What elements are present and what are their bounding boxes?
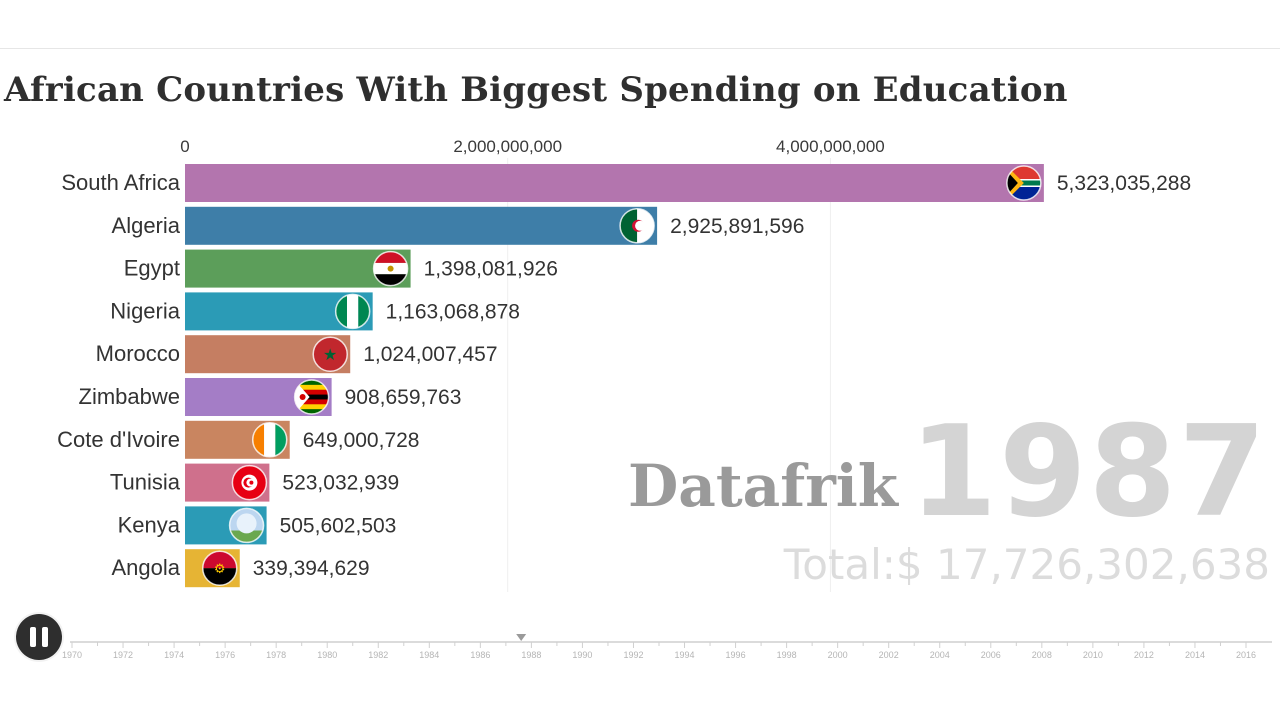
value-label: 5,323,035,288 [1057,172,1191,195]
year-label: 1987 [909,398,1268,545]
category-label: South Africa [61,170,180,195]
category-label: Tunisia [110,470,181,495]
category-label: Algeria [112,213,181,238]
timeline-year-label: 1996 [726,650,746,660]
timeline-year-label: 2016 [1236,650,1256,660]
nigeria-flag-icon [334,293,371,330]
value-label: 505,602,503 [280,514,397,537]
value-label: 1,024,007,457 [363,343,497,366]
timeline-year-label: 2008 [1032,650,1052,660]
total-label: Total:$ 17,726,302,638 [783,540,1270,589]
value-label: 1,398,081,926 [424,258,558,281]
watermark: Datafrik [628,452,898,520]
value-label: 908,659,763 [345,386,462,409]
bar [185,164,1044,202]
timeline-slider[interactable]: 1970 1972 1974 1976 1978 1980 1982 1984 1986 1988… [0,628,1280,668]
south-africa-flag-icon [1006,165,1042,201]
timeline-year-label: 2010 [1083,650,1103,660]
svg-text:★: ★ [323,347,337,364]
timeline-year-label: 2002 [879,650,899,660]
value-label: 649,000,728 [303,429,420,452]
bar-row: Tunisia 523,032,939 [110,463,399,502]
category-label: Cote d'Ivoire [57,427,180,452]
timeline-year-label: 1970 [62,650,82,660]
timeline-year-label: 2004 [930,650,950,660]
timeline-year-label: 1992 [623,650,643,660]
morocco-flag-icon: ★ [312,336,348,372]
x-tick-label: 0 [180,137,189,156]
value-label: 2,925,891,596 [670,215,804,238]
bar-chart: 0 2,000,000,000 4,000,000,000 South Africa 5… [57,137,1191,592]
top-divider [0,48,1280,49]
kenya-flag-icon [228,507,265,544]
bar [185,206,658,245]
timeline-year-label: 1978 [266,650,286,660]
timeline-year-label: 1980 [317,650,337,660]
x-tick-label: 2,000,000,000 [453,137,562,156]
category-label: Egypt [124,256,180,281]
pause-icon [30,627,48,647]
timeline-year-label: 1994 [675,650,695,660]
timeline-handle[interactable] [516,634,527,641]
timeline-year-label: 1988 [521,650,541,660]
value-label: 523,032,939 [282,472,399,495]
timeline-year-label: 1982 [368,650,388,660]
value-label: 1,163,068,878 [386,300,520,323]
category-label: Zimbabwe [79,384,180,409]
bar-row: Morocco ★ 1,024,007,457 [96,335,498,374]
value-label: 339,394,629 [253,557,370,580]
bar-row: Cote d'Ivoire 649,000,728 [57,420,420,459]
timeline-year-label: 1972 [113,650,133,660]
egypt-flag-icon [372,250,409,287]
svg-text:⚙: ⚙ [214,561,226,576]
timeline-year-label: 2012 [1134,650,1154,660]
bar-row: Nigeria 1,163,068,878 [110,292,520,331]
timeline-year-label: 2006 [981,650,1001,660]
category-label: Morocco [96,341,180,366]
tunisia-flag-icon [231,464,268,501]
angola-flag-icon: ⚙ [202,550,238,586]
bar-row: Egypt 1,398,081,926 [124,249,558,288]
bar-row: South Africa 5,323,035,288 [61,164,1191,202]
category-label: Kenya [118,512,181,537]
timeline-year-label: 1984 [419,650,439,660]
algeria-flag-icon [619,208,655,244]
category-label: Nigeria [110,298,180,323]
timeline-year-label: 1986 [470,650,490,660]
bar-row: Kenya 505,602,503 [118,506,397,545]
timeline-year-label: 1998 [777,650,797,660]
timeline-year-label: 1976 [215,650,235,660]
timeline-year-label: 2000 [828,650,848,660]
pause-button[interactable] [16,614,62,660]
timeline-year-label: 2014 [1185,650,1205,660]
bar-row: Algeria 2,925,891,596 [112,206,804,245]
cote-divoire-flag-icon [251,422,288,458]
zimbabwe-flag-icon [293,379,330,415]
timeline-year-label: 1974 [164,650,184,660]
x-tick-label: 4,000,000,000 [776,137,885,156]
bar-row: Zimbabwe 908,659,763 [79,378,462,416]
category-label: Angola [111,555,180,580]
chart-title: African Countries With Biggest Spending … [4,70,1068,110]
timeline-year-label: 1990 [572,650,592,660]
bar-row: Angola ⚙ 339,394,629 [111,549,370,588]
